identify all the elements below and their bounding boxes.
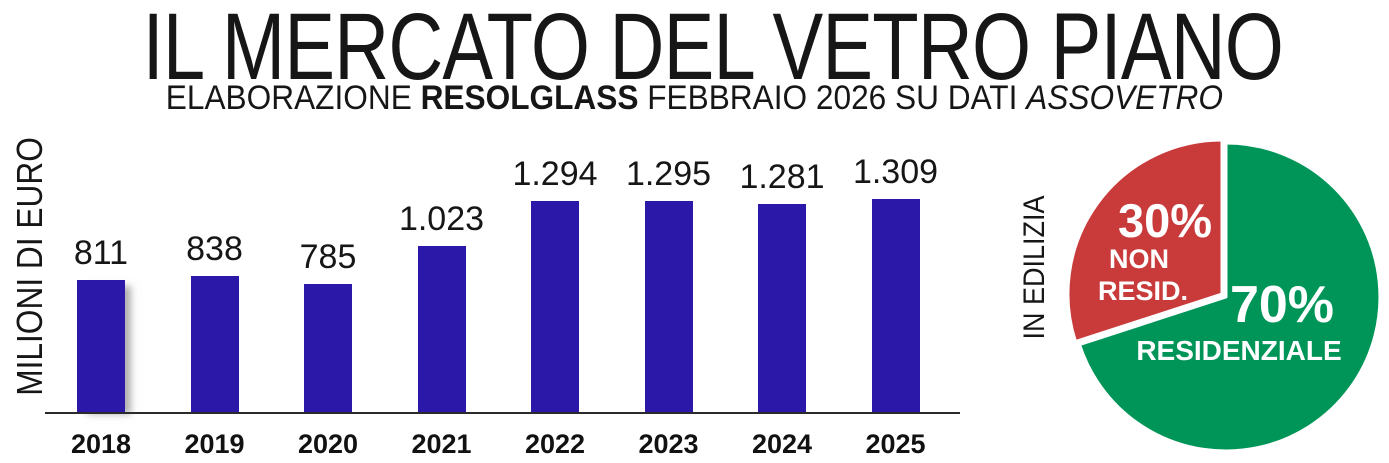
bar-2018 (77, 280, 125, 412)
pie-label-non: NON (1109, 244, 1169, 274)
bar-2021 (417, 246, 466, 412)
x-tick-2019: 2019 (184, 429, 245, 459)
bar-value-2019: 838 (186, 230, 243, 268)
bar-2020 (304, 284, 352, 412)
pie-label-70pct: 70% (1230, 276, 1334, 334)
bar-2022 (531, 201, 579, 412)
x-tick-2024: 2024 (751, 429, 813, 459)
x-tick-2025: 2025 (865, 429, 926, 459)
pie-label-residenziale: RESIDENZIALE (1136, 335, 1341, 366)
bar-value-2021: 1.023 (398, 200, 485, 238)
bar-2025 (871, 199, 920, 412)
pie-side-label: IN EDILIZIA (1018, 195, 1051, 340)
page-title: IL MERCATO DEL VETRO PIANO (0, 0, 1389, 95)
bar-value-2018: 811 (73, 234, 129, 272)
pie-chart-svg: 30% NON RESID. 70% RESIDENZIALE (1066, 138, 1382, 453)
x-tick-2020: 2020 (297, 429, 359, 459)
pie-slice-residenziale (1078, 141, 1382, 453)
x-tick-2021: 2021 (411, 429, 472, 459)
bar-value-2022: 1.294 (512, 155, 598, 193)
bar-value-2020: 785 (299, 238, 357, 276)
bar-2023 (644, 201, 693, 412)
pie-slice-non-resid (1066, 138, 1224, 344)
x-tick-2022: 2022 (524, 429, 586, 459)
subtitle-part1: ELABORAZIONE (165, 79, 421, 117)
y-axis-label: MILIONI DI EURO (9, 137, 50, 396)
x-axis-line (45, 412, 960, 414)
x-tick-2023: 2023 (638, 429, 699, 459)
page-title-text: IL MERCATO DEL VETRO PIANO (142, 0, 1284, 100)
bar-value-2024: 1.281 (739, 158, 825, 196)
bar-value-2023: 1.295 (625, 155, 712, 193)
x-tick-2018: 2018 (70, 429, 132, 459)
pie-label-resid: RESID. (1098, 276, 1188, 306)
pie-chart: 30% NON RESID. 70% RESIDENZIALE (1066, 137, 1386, 457)
bar-value-2025: 1.309 (852, 153, 939, 191)
subtitle-part2: FEBBRAIO 2026 SU DATI (638, 79, 1027, 117)
bar-2019 (190, 276, 239, 412)
page-subtitle: ELABORAZIONE RESOLGLASS FEBBRAIO 2026 SU… (0, 79, 1389, 118)
data-source-name: ASSOVETRO (1026, 79, 1224, 117)
bar-2024 (758, 204, 806, 412)
brand-name: RESOLGLASS (420, 79, 639, 117)
pie-label-30pct: 30% (1118, 194, 1212, 247)
